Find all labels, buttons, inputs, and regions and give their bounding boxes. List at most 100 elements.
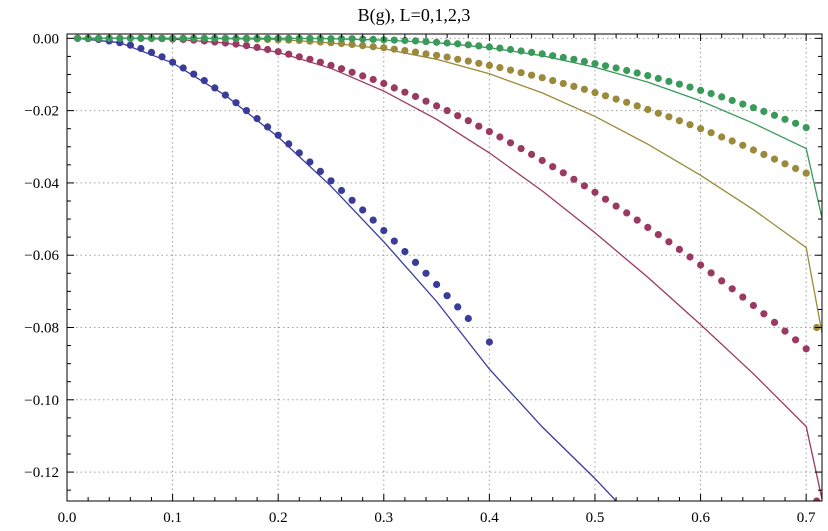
data-point <box>760 151 767 158</box>
y-tick-label: −0.12 <box>24 465 59 481</box>
data-point <box>190 71 197 78</box>
data-point <box>412 259 419 266</box>
y-tick-label: −0.10 <box>24 393 59 409</box>
data-point <box>444 107 451 114</box>
data-point <box>201 77 208 84</box>
data-point <box>232 99 239 106</box>
y-tick-label: −0.06 <box>24 248 59 264</box>
data-point <box>444 39 451 46</box>
data-point <box>254 115 261 122</box>
data-point <box>792 165 799 172</box>
data-point <box>422 270 429 277</box>
data-point <box>718 93 725 100</box>
data-point <box>433 39 440 46</box>
data-point <box>275 132 282 139</box>
data-point <box>412 93 419 100</box>
data-point <box>539 157 546 164</box>
data-point <box>655 231 662 238</box>
data-point <box>602 196 609 203</box>
data-point <box>697 125 704 132</box>
data-point <box>518 69 525 76</box>
data-point <box>560 54 567 61</box>
data-point <box>771 112 778 119</box>
data-point <box>760 310 767 317</box>
data-point <box>454 56 461 63</box>
data-point <box>528 49 535 56</box>
data-point <box>380 44 387 51</box>
data-point <box>697 87 704 94</box>
data-point <box>349 69 356 76</box>
data-point <box>338 187 345 194</box>
data-point <box>201 35 208 42</box>
data-point <box>391 46 398 53</box>
data-point <box>803 345 810 352</box>
data-point <box>296 53 303 60</box>
data-point <box>148 49 155 56</box>
series-group <box>74 35 822 505</box>
data-point <box>507 46 514 53</box>
data-point <box>422 38 429 45</box>
data-point <box>391 238 398 245</box>
data-point <box>465 117 472 124</box>
data-point <box>465 41 472 48</box>
data-point <box>264 123 271 130</box>
data-point <box>750 146 757 153</box>
data-point <box>781 328 788 335</box>
data-point <box>570 83 577 90</box>
x-tick-label: 0.3 <box>374 510 393 526</box>
data-point <box>465 58 472 65</box>
data-point <box>349 35 356 42</box>
data-point <box>697 261 704 268</box>
data-point <box>570 176 577 183</box>
x-tick-label: 0.0 <box>58 510 77 526</box>
data-point <box>254 44 261 51</box>
data-point <box>158 35 165 42</box>
data-point <box>327 62 334 69</box>
data-point <box>412 37 419 44</box>
x-tick-label: 0.2 <box>269 510 288 526</box>
data-point <box>306 158 313 165</box>
data-point <box>370 217 377 224</box>
axes: 0.0 0.1 0.2 0.3 0.4 0.5 0.6 0.7 0.00 −0.02 −0.04 −0… <box>24 31 822 526</box>
data-point <box>180 64 187 71</box>
data-point <box>581 182 588 189</box>
data-point <box>338 65 345 72</box>
data-point <box>528 72 535 79</box>
data-point <box>391 37 398 44</box>
data-point <box>433 52 440 59</box>
data-point <box>771 156 778 163</box>
data-point <box>539 50 546 57</box>
chart-title: B(g), L=0,1,2,3 <box>358 5 471 26</box>
data-point <box>644 106 651 113</box>
data-point <box>465 315 472 322</box>
data-point <box>137 35 144 42</box>
data-point <box>718 277 725 284</box>
data-point <box>243 35 250 42</box>
data-point <box>412 49 419 56</box>
data-point <box>771 319 778 326</box>
y-tick-label: −0.02 <box>24 104 59 120</box>
data-point <box>686 253 693 260</box>
data-point <box>496 133 503 140</box>
data-point <box>602 92 609 99</box>
data-point <box>655 110 662 117</box>
data-point <box>591 60 598 67</box>
data-point <box>665 113 672 120</box>
data-point <box>591 189 598 196</box>
data-point <box>401 89 408 96</box>
data-point <box>116 35 123 42</box>
data-point <box>433 102 440 109</box>
data-point <box>560 80 567 87</box>
y-tick-label: 0.00 <box>33 31 59 47</box>
data-point <box>264 35 271 42</box>
data-point <box>486 338 493 345</box>
data-point <box>475 42 482 49</box>
series-line <box>78 38 617 501</box>
data-point <box>539 74 546 81</box>
data-point <box>623 67 630 74</box>
data-point <box>739 101 746 108</box>
data-point <box>222 92 229 99</box>
data-point <box>549 52 556 59</box>
data-point <box>781 116 788 123</box>
